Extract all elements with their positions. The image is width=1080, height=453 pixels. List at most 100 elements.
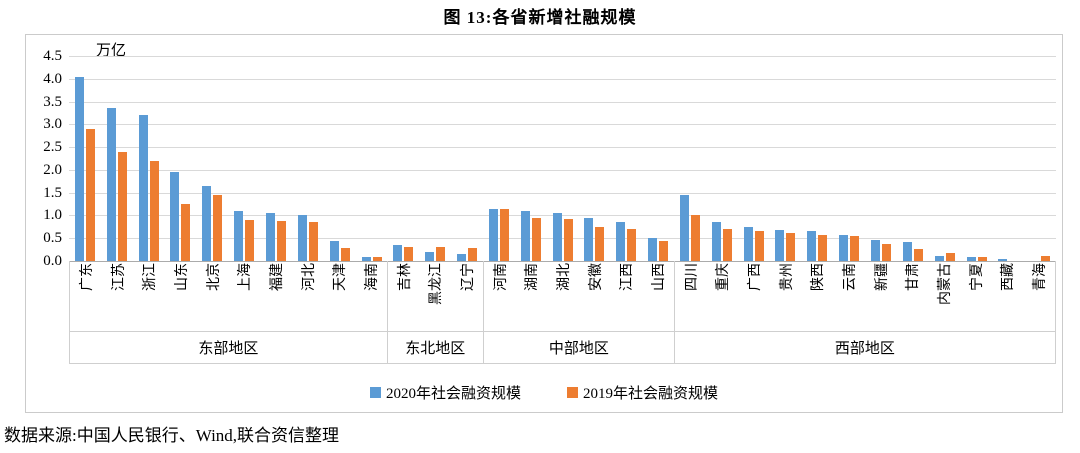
bar-2019年-贵州 <box>786 232 796 261</box>
province-cell: 内蒙古 <box>928 261 960 331</box>
province-cell: 黑龙江 <box>419 261 451 331</box>
region-label: 东部地区 <box>70 332 388 363</box>
bar-2019年-青海 <box>1041 255 1051 261</box>
province-label: 宁夏 <box>969 263 985 291</box>
province-cell: 浙江 <box>133 261 165 331</box>
province-cell: 广东 <box>70 261 102 331</box>
bar-2019年-甘肃 <box>913 248 923 261</box>
bar-2020年-江苏 <box>106 108 116 261</box>
province-label: 云南 <box>843 263 859 291</box>
bar-2019年-黑龙江 <box>436 247 446 261</box>
bar-2020年-福建 <box>265 213 275 261</box>
province-label: 山东 <box>174 263 190 291</box>
province-label: 河南 <box>493 263 509 291</box>
bar-group-西藏 <box>992 56 1024 261</box>
bar-2019年-宁夏 <box>977 256 987 261</box>
province-cell: 福建 <box>260 261 292 331</box>
province-cell: 重庆 <box>707 261 739 331</box>
bar-group-江西 <box>610 56 642 261</box>
bar-group-黑龙江 <box>419 56 451 261</box>
province-label: 河北 <box>301 263 317 291</box>
bar-2019年-吉林 <box>404 247 414 261</box>
bar-2019年-北京 <box>213 194 223 261</box>
bar-2020年-陕西 <box>807 231 817 261</box>
y-tick-label: 0.5 <box>43 230 62 247</box>
bar-2019年-辽宁 <box>468 248 478 261</box>
province-label: 安徽 <box>588 263 604 291</box>
y-tick-label: 2.0 <box>43 161 62 178</box>
province-label: 黑龙江 <box>429 263 445 305</box>
bar-2020年-河北 <box>297 215 307 261</box>
province-cell: 安徽 <box>579 261 611 331</box>
bar-2020年-湖南 <box>520 210 530 261</box>
region-label-row: 东部地区 东北地区 中部地区 西部地区 <box>70 331 1055 363</box>
bar-group-四川 <box>674 56 706 261</box>
chart-title: 图 13:各省新增社融规模 <box>443 8 637 27</box>
plot-area <box>69 56 1056 262</box>
bar-2019年-四川 <box>690 215 700 261</box>
bar-2019年-陕西 <box>818 235 828 261</box>
province-cell: 贵州 <box>770 261 802 331</box>
gridline <box>69 238 1056 240</box>
bar-2020年-宁夏 <box>966 257 976 261</box>
bar-group-海南 <box>356 56 388 261</box>
bar-2019年-浙江 <box>149 160 159 261</box>
gridline <box>69 147 1056 149</box>
gridline <box>69 78 1056 80</box>
bar-2020年-新疆 <box>871 239 881 261</box>
bar-group-河北 <box>292 56 324 261</box>
province-cell: 湖南 <box>515 261 547 331</box>
y-tick-label: 4.5 <box>43 48 62 64</box>
province-label: 四川 <box>684 263 700 291</box>
bar-2019年-山东 <box>181 204 191 261</box>
y-tick-label: 1.5 <box>43 184 62 201</box>
province-cell: 北京 <box>197 261 229 331</box>
province-label: 山西 <box>652 263 667 291</box>
province-cell: 陕西 <box>802 261 834 331</box>
province-cell: 四川 <box>675 261 707 331</box>
province-cell: 山西 <box>642 261 674 331</box>
province-label: 上海 <box>238 263 254 291</box>
bar-2019年-河南 <box>499 208 509 261</box>
y-tick-label: 2.5 <box>43 139 62 156</box>
gridline <box>69 215 1056 217</box>
bar-2020年-北京 <box>202 185 212 261</box>
bar-2020年-四川 <box>679 194 689 261</box>
bar-2019年-新疆 <box>882 244 892 261</box>
bar-2019年-广东 <box>85 128 95 261</box>
province-cell: 西藏 <box>992 261 1024 331</box>
region-label: 西部地区 <box>834 341 895 357</box>
province-cell: 云南 <box>833 261 865 331</box>
bar-group-湖北 <box>547 56 579 261</box>
bar-2020年-海南 <box>361 257 371 261</box>
legend: 2020年社会融资规模 2019年社会融资规模 <box>26 382 1062 403</box>
y-axis-unit-label: 万亿 <box>96 43 127 59</box>
bar-2020年-天津 <box>329 240 339 261</box>
bar-group-上海 <box>228 56 260 261</box>
legend-label: 2019年社会融资规模 <box>583 386 719 402</box>
province-label: 吉林 <box>397 263 413 291</box>
legend-item: 2019年社会融资规模 <box>567 382 718 403</box>
bar-2020年-黑龙江 <box>425 251 435 261</box>
province-label: 福建 <box>269 263 285 291</box>
bar-2020年-浙江 <box>138 115 148 261</box>
province-cell: 河北 <box>292 261 324 331</box>
bar-2019年-湖南 <box>531 217 541 261</box>
province-label: 天津 <box>333 263 349 291</box>
legend-label: 2020年社会融资规模 <box>385 386 521 402</box>
gridline <box>69 56 1056 57</box>
province-group: 四川 重庆 广西 贵州 陕西 云南 新疆 甘肃 内蒙古 宁夏 西藏 青海 <box>675 261 1055 331</box>
province-label-row: 广东 江苏 浙江 山东 北京 上海 福建 河北 天津 海南 吉林 黑龙江 辽宁 河南 湖南 湖北 安徽 江西 山西四… <box>70 261 1055 331</box>
bar-2019年-江西 <box>627 229 637 261</box>
bar-2020年-山东 <box>170 172 180 261</box>
province-cell: 新疆 <box>865 261 897 331</box>
bar-2020年-安徽 <box>584 217 594 261</box>
bar-2020年-河南 <box>488 208 498 261</box>
province-label: 海南 <box>364 263 380 291</box>
bar-2019年-江苏 <box>117 151 127 261</box>
province-cell: 江苏 <box>102 261 134 331</box>
bar-2019年-内蒙古 <box>945 253 955 261</box>
region-label: 东北地区 <box>388 332 484 363</box>
bar-2020年-上海 <box>234 210 244 261</box>
bar-2020年-贵州 <box>775 230 785 261</box>
